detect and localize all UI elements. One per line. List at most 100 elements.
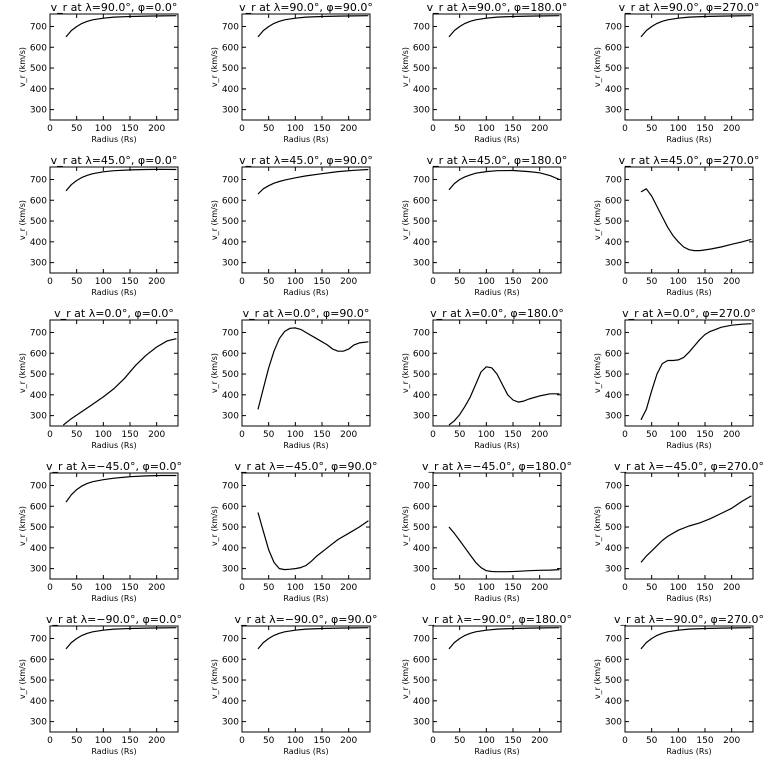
x-tick-label: 0 xyxy=(239,124,245,134)
x-tick-label: 150 xyxy=(504,124,521,134)
y-tick-label: 300 xyxy=(30,259,47,269)
x-tick-label: 200 xyxy=(148,583,165,593)
x-axis-label: Radius (Rs) xyxy=(283,441,328,450)
chart-panel-18: v_r at λ=−90.0°, φ=90.0° 0 50 100 150 200 300 4… xyxy=(210,613,377,756)
x-tick-label: 150 xyxy=(696,583,713,593)
chart-title: v_r at λ=−90.0°, φ=180.0° xyxy=(422,613,572,626)
chart-panel-4: v_r at λ=90.0°, φ=270.0° 0 50 100 150 200 300 4… xyxy=(593,1,759,144)
x-tick-label: 0 xyxy=(47,124,53,134)
chart-panel-11: v_r at λ=0.0°, φ=180.0° 0 50 100 150 200 300 40… xyxy=(401,307,564,450)
x-tick-label: 0 xyxy=(430,430,436,440)
y-tick-label: 700 xyxy=(605,22,622,32)
x-tick-label: 200 xyxy=(531,277,548,287)
plot-frame xyxy=(432,625,562,733)
y-tick-label: 300 xyxy=(605,565,622,575)
y-tick-label: 400 xyxy=(30,697,47,707)
y-tick-label: 500 xyxy=(222,64,239,74)
chart-title: v_r at λ=90.0°, φ=90.0° xyxy=(239,1,373,14)
y-tick-label: 700 xyxy=(30,634,47,644)
y-tick-label: 400 xyxy=(222,391,239,401)
x-axis-label: Radius (Rs) xyxy=(666,747,711,756)
x-tick-label: 100 xyxy=(478,277,495,287)
y-tick-label: 600 xyxy=(222,502,239,512)
chart-title: v_r at λ=0.0°, φ=0.0° xyxy=(54,307,174,320)
y-tick-label: 700 xyxy=(222,481,239,491)
y-tick-label: 700 xyxy=(222,175,239,185)
chart-panel-8: v_r at λ=45.0°, φ=270.0° 0 50 100 150 200 300 4… xyxy=(593,154,759,297)
x-axis-label: Radius (Rs) xyxy=(91,441,136,450)
y-tick-label: 600 xyxy=(30,655,47,665)
y-tick-label: 600 xyxy=(30,43,47,53)
series-line xyxy=(257,15,369,38)
series-line xyxy=(640,495,752,563)
plot-frame xyxy=(432,166,562,274)
x-tick-label: 150 xyxy=(313,124,330,134)
x-tick-label: 200 xyxy=(723,430,740,440)
x-tick-label: 150 xyxy=(313,277,330,287)
y-tick-label: 700 xyxy=(413,481,430,491)
y-tick-label: 300 xyxy=(222,718,239,728)
chart-title: v_r at λ=45.0°, φ=180.0° xyxy=(427,154,568,167)
y-tick-label: 500 xyxy=(30,676,47,686)
chart-title: v_r at λ=−45.0°, φ=180.0° xyxy=(422,460,572,473)
x-tick-label: 50 xyxy=(71,277,83,287)
y-tick-label: 300 xyxy=(413,565,430,575)
x-tick-label: 100 xyxy=(287,736,304,746)
x-tick-label: 200 xyxy=(723,277,740,287)
y-axis-label: v_r (km/s) xyxy=(401,659,410,699)
x-axis-label: Radius (Rs) xyxy=(91,747,136,756)
series-line xyxy=(257,512,369,571)
y-axis-label: v_r (km/s) xyxy=(18,47,27,87)
x-tick-label: 200 xyxy=(340,583,357,593)
x-tick-label: 0 xyxy=(239,277,245,287)
x-tick-label: 0 xyxy=(47,736,53,746)
y-tick-label: 300 xyxy=(30,565,47,575)
x-tick-label: 50 xyxy=(454,277,466,287)
y-tick-label: 500 xyxy=(413,64,430,74)
y-tick-label: 300 xyxy=(605,259,622,269)
y-tick-label: 700 xyxy=(222,634,239,644)
y-tick-label: 600 xyxy=(605,655,622,665)
y-tick-label: 600 xyxy=(30,196,47,206)
x-tick-label: 50 xyxy=(454,736,466,746)
x-tick-label: 0 xyxy=(47,430,53,440)
y-tick-label: 700 xyxy=(30,328,47,338)
plot-frame xyxy=(49,625,179,733)
y-tick-label: 300 xyxy=(30,106,47,116)
x-tick-label: 50 xyxy=(646,430,658,440)
y-tick-label: 700 xyxy=(222,22,239,32)
y-tick-label: 300 xyxy=(222,412,239,422)
x-tick-label: 150 xyxy=(696,736,713,746)
chart-panel-10: v_r at λ=0.0°, φ=90.0° 0 50 100 150 200 300 400… xyxy=(210,307,371,450)
x-tick-label: 200 xyxy=(531,583,548,593)
series-line xyxy=(640,323,752,421)
x-tick-label: 0 xyxy=(430,124,436,134)
x-tick-label: 100 xyxy=(95,277,112,287)
y-tick-label: 500 xyxy=(605,370,622,380)
x-tick-label: 200 xyxy=(531,430,548,440)
x-tick-label: 100 xyxy=(670,736,687,746)
x-tick-label: 150 xyxy=(313,430,330,440)
y-tick-label: 400 xyxy=(413,238,430,248)
x-axis-label: Radius (Rs) xyxy=(283,747,328,756)
y-tick-label: 500 xyxy=(605,64,622,74)
chart-panel-3: v_r at λ=90.0°, φ=180.0° 0 50 100 150 200 300 4… xyxy=(401,1,567,144)
chart-title: v_r at λ=−45.0°, φ=90.0° xyxy=(235,460,378,473)
x-tick-label: 100 xyxy=(478,430,495,440)
x-tick-label: 150 xyxy=(121,583,138,593)
y-tick-label: 400 xyxy=(30,391,47,401)
y-tick-label: 600 xyxy=(30,502,47,512)
series-line xyxy=(640,15,752,38)
y-axis-label: v_r (km/s) xyxy=(210,200,219,240)
x-tick-label: 50 xyxy=(263,124,275,134)
y-tick-label: 300 xyxy=(222,106,239,116)
x-tick-label: 100 xyxy=(287,583,304,593)
y-tick-label: 700 xyxy=(413,22,430,32)
series-line xyxy=(65,15,177,38)
plot-frame xyxy=(241,166,371,274)
plot-frame xyxy=(624,472,754,580)
y-tick-label: 500 xyxy=(413,370,430,380)
series-line xyxy=(65,474,177,503)
x-tick-label: 100 xyxy=(287,124,304,134)
x-tick-label: 0 xyxy=(239,736,245,746)
